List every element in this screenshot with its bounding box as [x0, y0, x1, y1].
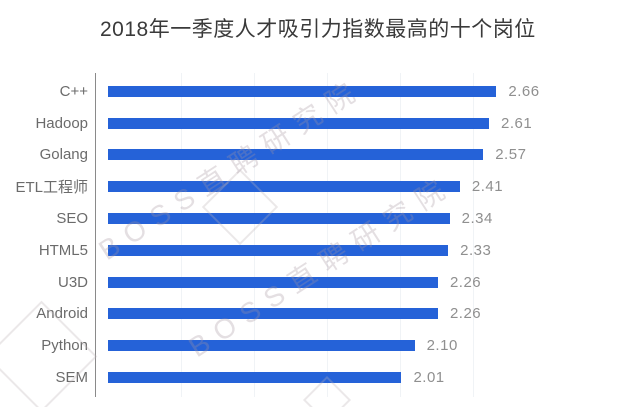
bar [108, 213, 450, 225]
value-label: 2.10 [426, 337, 458, 355]
category-label: ETL工程师 [15, 179, 88, 197]
category-label: Python [41, 337, 88, 355]
bar [108, 276, 438, 288]
category-label: HTML5 [38, 241, 88, 259]
bar [108, 340, 415, 352]
bar-row: SEO 2.34 [0, 203, 640, 235]
value-label: 2.57 [495, 146, 527, 164]
category-label: Hadoop [35, 114, 88, 132]
value-label: 2.41 [471, 178, 504, 196]
bar [108, 181, 460, 193]
value-label: 2.66 [508, 82, 540, 100]
bar-row: Hadoop 2.61 [0, 107, 640, 139]
gridline [254, 73, 255, 397]
value-label: 2.26 [449, 305, 482, 323]
category-label: SEM [55, 369, 88, 387]
bar [108, 117, 490, 129]
bar [108, 308, 438, 320]
bar [108, 372, 402, 384]
y-axis-line [95, 73, 96, 397]
bar [108, 244, 449, 256]
value-label: 2.34 [461, 210, 493, 228]
category-label: C++ [59, 82, 88, 100]
bar-row: Golang 2.57 [0, 139, 640, 171]
gridline [181, 73, 182, 397]
bar [108, 85, 497, 97]
bar-row: Android 2.26 [0, 298, 640, 330]
category-label: U3D [57, 273, 88, 291]
category-label: SEO [56, 210, 88, 228]
bar-row: HTML5 2.33 [0, 234, 640, 266]
value-label: 2.26 [449, 273, 482, 291]
value-label: 2.33 [460, 241, 492, 259]
bar-row: C++ 2.66 [0, 76, 640, 108]
gridline [400, 73, 401, 397]
value-label: 2.61 [501, 114, 533, 132]
category-label: Android [36, 305, 88, 323]
chart-title: 2018年一季度人才吸引力指数最高的十个岗位 [100, 18, 536, 41]
gridline [327, 73, 328, 397]
bar-row: U3D 2.26 [0, 266, 640, 298]
bar-rows: C++ 2.66 Hadoop 2.61 Golang 2.57 ETL工程师 2.41 SEO… [0, 76, 640, 394]
category-label: Golang [39, 146, 88, 164]
bar-row: Python 2.10 [0, 330, 640, 362]
bar-row: SEM 2.01 [0, 362, 640, 394]
bar-row: ETL工程师 2.41 [0, 171, 640, 203]
bar [108, 149, 484, 161]
gridline [473, 73, 474, 397]
value-label: 2.01 [413, 369, 445, 387]
